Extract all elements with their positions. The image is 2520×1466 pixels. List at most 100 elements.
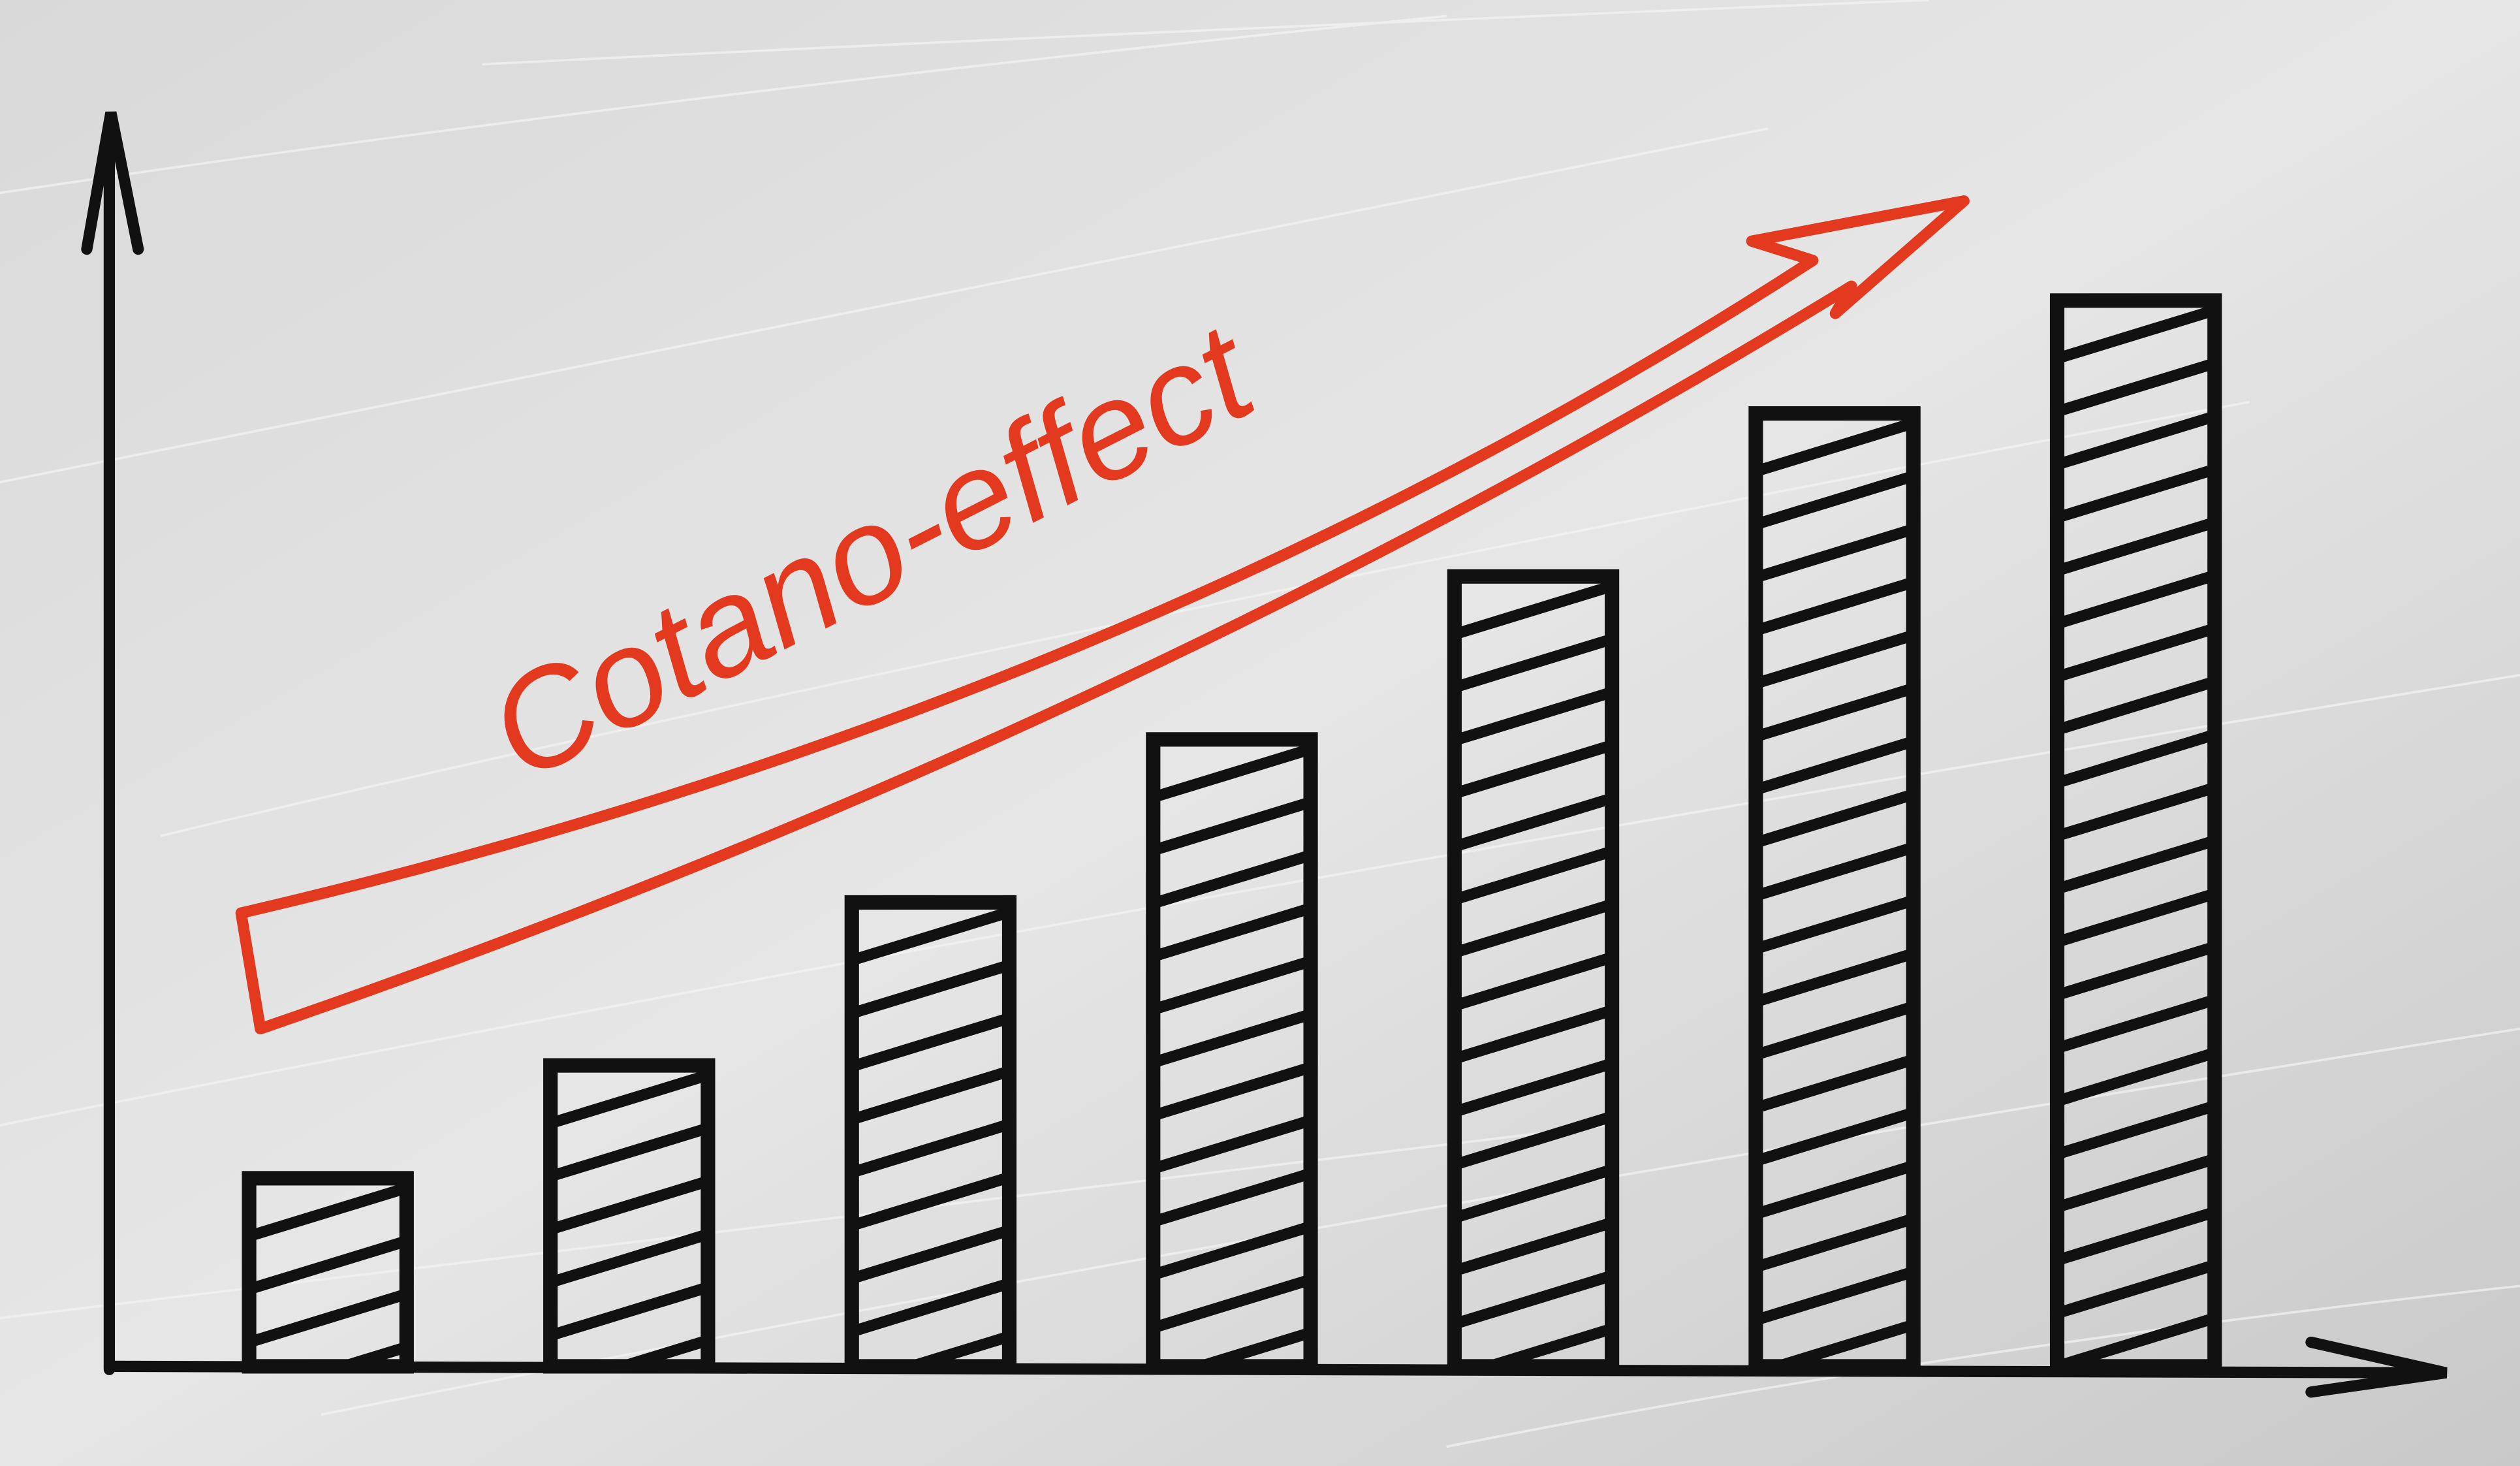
hatch-line xyxy=(1756,417,1914,477)
hatch-line xyxy=(1756,1001,1914,1060)
hatch-line xyxy=(2057,1206,2215,1266)
hatch-line xyxy=(1454,739,1613,799)
hatch-line xyxy=(2057,517,2215,577)
hatch-line xyxy=(1756,895,1914,955)
hatch-line xyxy=(2057,676,2215,735)
hatch-line xyxy=(2057,358,2215,417)
hatch-line xyxy=(1454,581,1613,640)
hatch-line xyxy=(1756,470,1914,530)
hatch-line xyxy=(2057,1047,2215,1107)
hatch-line xyxy=(2057,782,2215,842)
hatch-line xyxy=(1756,842,1914,901)
hatch-line xyxy=(1756,577,1914,636)
trend-arrow-outline xyxy=(235,195,1970,1035)
hatch-line xyxy=(1454,951,1613,1012)
hatch-line xyxy=(851,1171,1009,1231)
hatch-line xyxy=(2057,304,2215,364)
hatch-line xyxy=(1454,846,1613,905)
hatch-line xyxy=(1454,686,1613,746)
hatch-line xyxy=(1153,1220,1311,1281)
bar xyxy=(1447,569,1620,1374)
bar xyxy=(1146,732,1318,1374)
hatch-line xyxy=(2057,888,2215,948)
hatch-line xyxy=(2057,464,2215,523)
hatch-line xyxy=(851,1224,1009,1284)
hatch-line xyxy=(2057,1260,2215,1319)
hatch-line xyxy=(2057,1153,2215,1213)
hatch-line xyxy=(2057,570,2215,629)
hatch-line xyxy=(1756,736,1914,795)
hatch-line xyxy=(1153,797,1311,856)
hatch-line xyxy=(1756,524,1914,583)
hatch-line xyxy=(2057,411,2215,470)
hatch-line xyxy=(2057,1100,2215,1160)
hatch-line xyxy=(851,1012,1009,1072)
hatch-line xyxy=(1153,902,1311,962)
hatch-line xyxy=(1153,850,1311,909)
hatch-line xyxy=(249,1182,407,1242)
hatch-line xyxy=(550,1282,708,1341)
hatch-line xyxy=(1153,1168,1311,1228)
hatch-line xyxy=(1454,1270,1613,1330)
hatch-line xyxy=(851,959,1009,1019)
hatch-line xyxy=(1153,1274,1311,1333)
bar-hatch xyxy=(1756,417,1914,1367)
hatch-line xyxy=(1756,682,1914,742)
hatch-line xyxy=(1153,1115,1311,1174)
hatch-line xyxy=(550,1228,708,1288)
hatch-line xyxy=(2057,941,2215,1000)
hatch-line xyxy=(1756,1213,1914,1273)
hatch-line xyxy=(1454,1217,1613,1277)
hatch-line xyxy=(851,1119,1009,1178)
y-axis-arrow xyxy=(81,111,144,255)
hatch-line xyxy=(249,1235,407,1295)
hatch-line xyxy=(851,1278,1009,1337)
bar xyxy=(242,1171,414,1374)
hatch-line xyxy=(1454,1164,1613,1224)
hatch-line xyxy=(851,906,1009,966)
hatch-line xyxy=(1454,633,1613,693)
hatch-line xyxy=(550,1123,708,1182)
bar-hatch xyxy=(2057,304,2215,1367)
bar xyxy=(2049,293,2222,1374)
bar-hatch xyxy=(1153,743,1311,1367)
hatch-line xyxy=(1756,1107,1914,1167)
hatch-line xyxy=(2057,994,2215,1054)
bar xyxy=(543,1058,716,1374)
hatch-line xyxy=(1153,1062,1311,1121)
hatch-line xyxy=(851,1066,1009,1125)
hatch-line xyxy=(2057,835,2215,895)
hatch-line xyxy=(1181,1327,1311,1367)
hatch-line xyxy=(1454,1005,1613,1064)
hatch-line xyxy=(1454,1058,1613,1117)
hatch-line xyxy=(1470,1323,1613,1367)
bar-hatch xyxy=(249,1182,407,1367)
hatch-line xyxy=(1454,1111,1613,1170)
hatch-line xyxy=(1756,629,1914,689)
hatch-line xyxy=(550,1070,708,1129)
x-axis-arrow xyxy=(2305,1336,2448,1398)
hatch-line xyxy=(2057,623,2215,682)
hatch-line xyxy=(1756,789,1914,848)
hatch-line xyxy=(2057,729,2215,789)
bar xyxy=(844,895,1017,1374)
hatch-line xyxy=(550,1175,708,1235)
hatch-line xyxy=(2057,1313,2215,1367)
hatch-line xyxy=(1153,1009,1311,1068)
hatch-line xyxy=(1756,1160,1914,1220)
hatch-line xyxy=(1756,1054,1914,1113)
hatch-line xyxy=(1454,793,1613,852)
hatch-line xyxy=(1153,955,1311,1015)
hatch-line xyxy=(1756,1266,1914,1326)
hatch-line xyxy=(324,1341,407,1367)
hatch-line xyxy=(1153,743,1311,803)
hatch-line xyxy=(249,1288,407,1348)
hatch-line xyxy=(1454,899,1613,958)
bar-hatch xyxy=(1454,581,1613,1367)
bar xyxy=(1748,406,1921,1374)
trend-arrow xyxy=(235,195,1970,1035)
hatch-line xyxy=(1756,948,1914,1008)
